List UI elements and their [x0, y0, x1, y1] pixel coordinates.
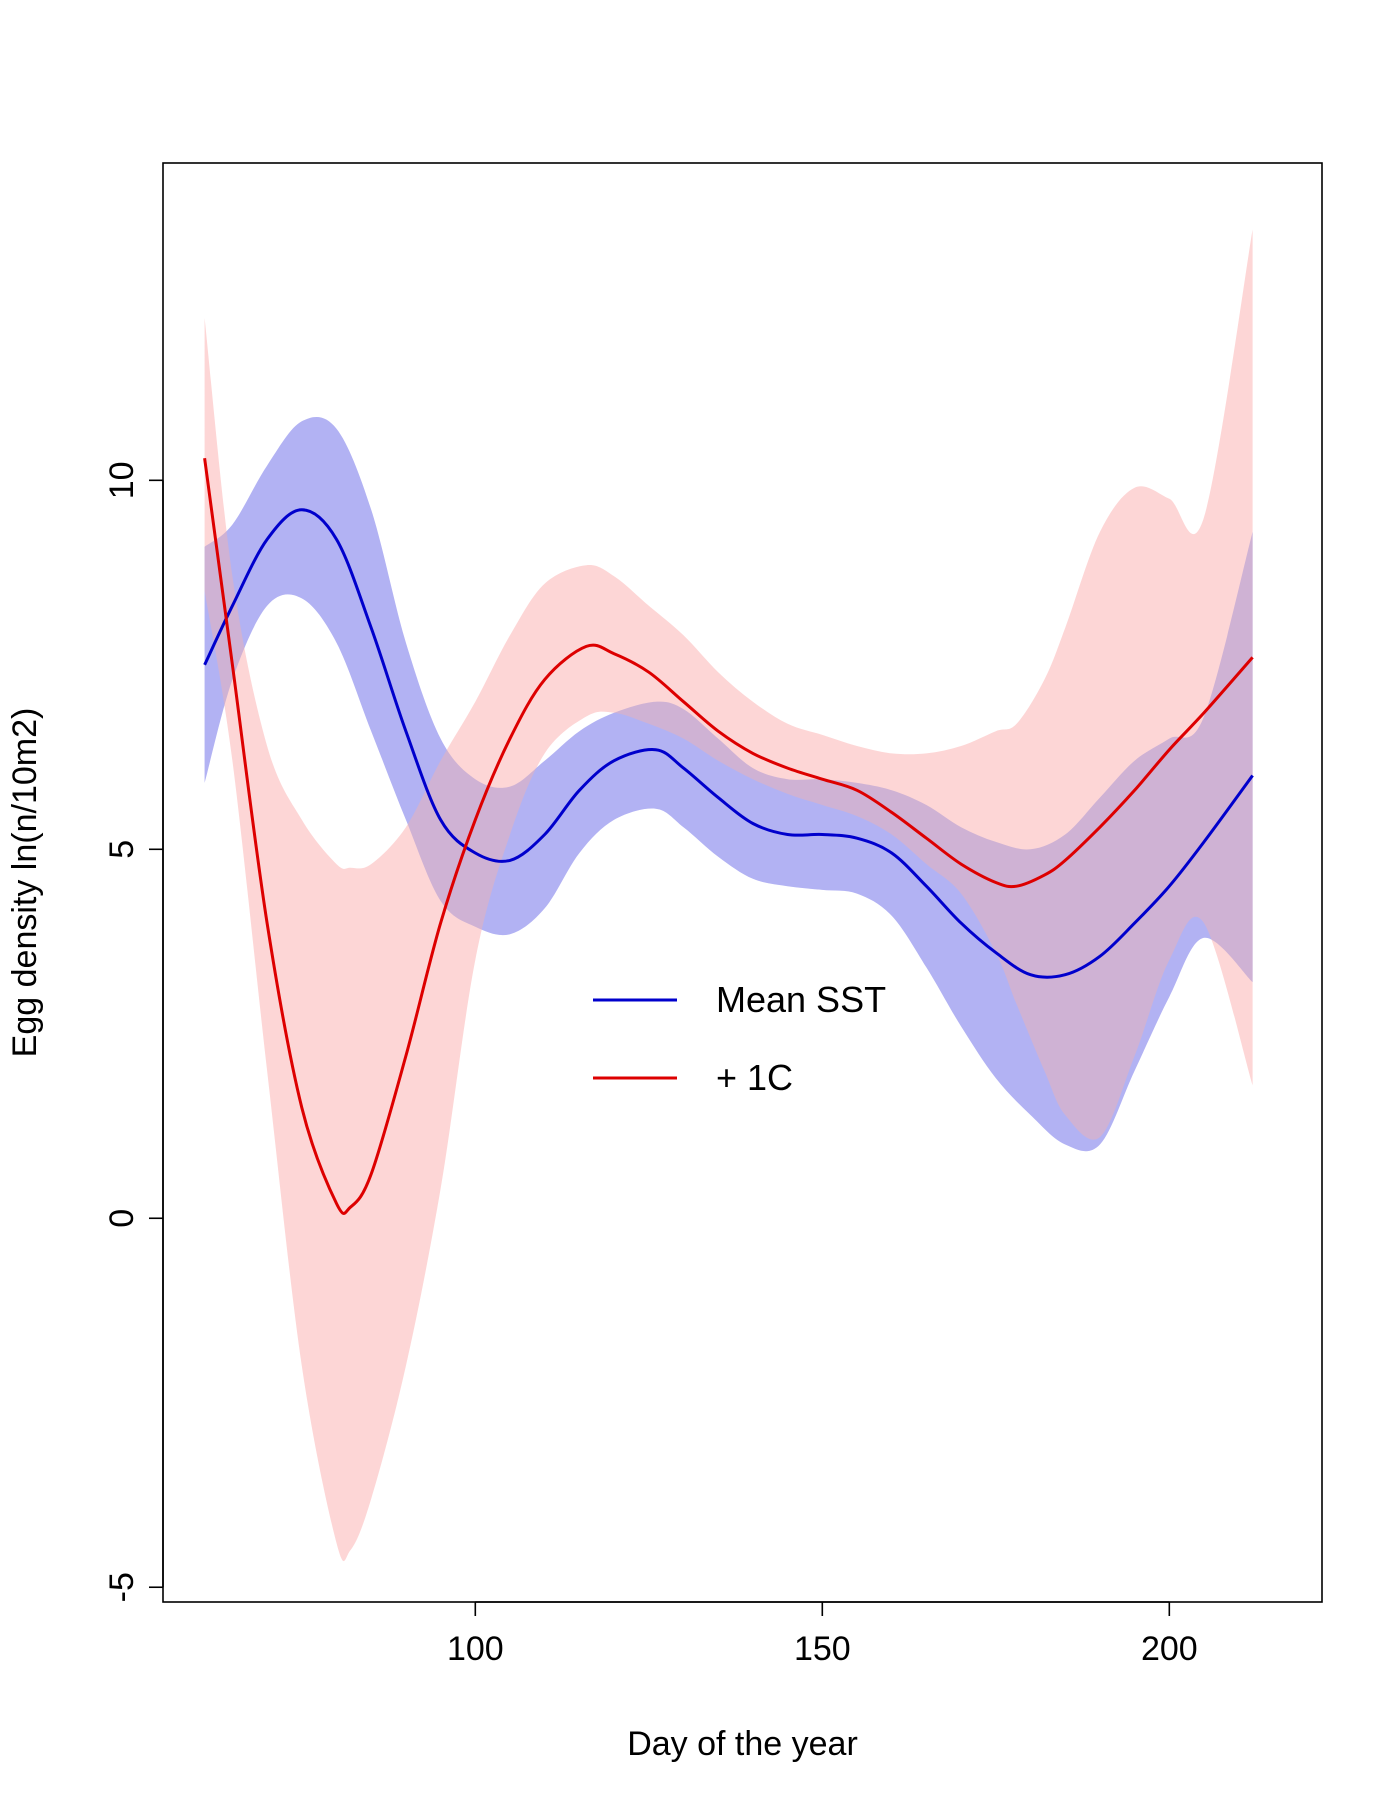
series-line-mean-sst: [203, 508, 1254, 979]
y-axis: -5 0 5 10: [103, 461, 164, 1602]
y-tick-label: 10: [103, 461, 141, 499]
legend-label: Mean SST: [716, 979, 886, 1020]
legend: Mean SST + 1C: [593, 979, 886, 1098]
x-tick-label: 200: [1141, 1630, 1198, 1668]
y-tick-label: 5: [103, 840, 141, 859]
confidence-bands: [204, 229, 1253, 1562]
y-axis-label: Egg density ln(n/10m2): [6, 708, 44, 1058]
y-tick-label: 0: [103, 1209, 141, 1228]
series-line-plus-1c: [203, 457, 1254, 1215]
x-tick-label: 150: [794, 1630, 851, 1668]
x-axis: 100 150 200: [447, 1601, 1198, 1668]
legend-label: + 1C: [716, 1057, 793, 1098]
series-lines: [203, 457, 1254, 1215]
confidence-band-overlap: [204, 416, 1253, 1152]
x-tick-label: 100: [447, 1630, 504, 1668]
x-axis-label: Day of the year: [627, 1725, 858, 1763]
confidence-band-mean-sst: [204, 416, 1253, 1152]
y-tick-label: -5: [103, 1572, 141, 1602]
confidence-band-plus-1c: [204, 229, 1253, 1562]
